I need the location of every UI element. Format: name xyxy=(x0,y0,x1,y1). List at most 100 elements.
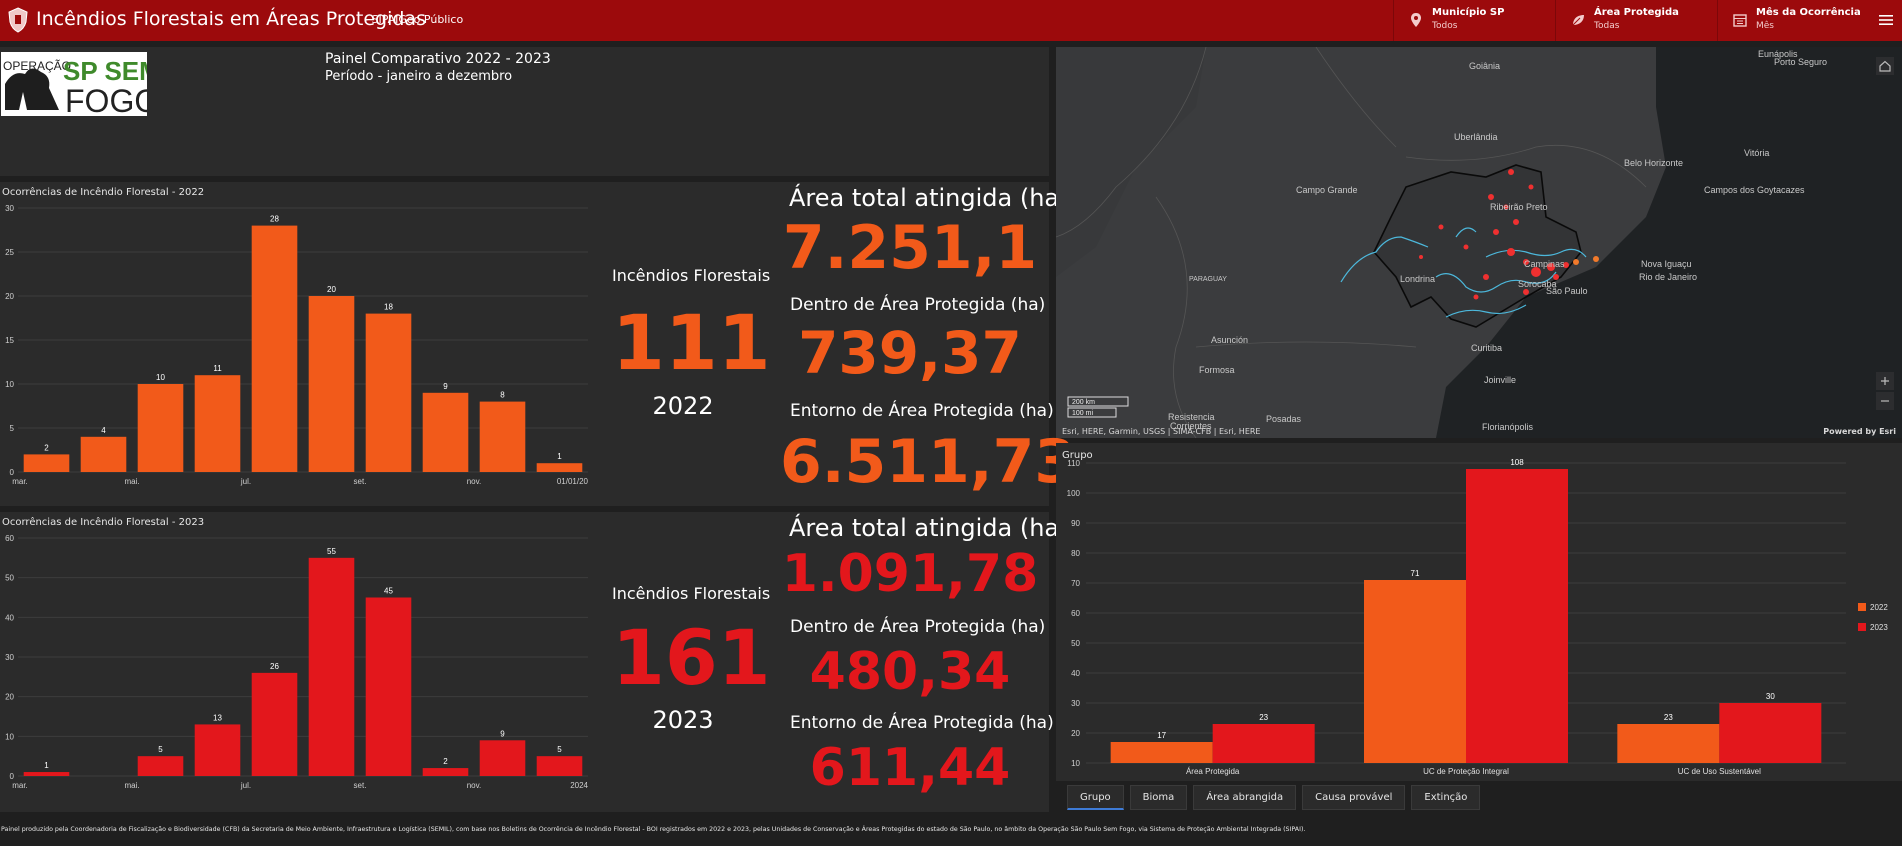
map-zoom-in-button[interactable] xyxy=(1876,372,1894,390)
grupo-bar-2022[interactable] xyxy=(1110,742,1213,763)
chart-2022-bar[interactable] xyxy=(80,436,127,472)
panel-title: Painel Comparativo 2022 - 2023 xyxy=(325,51,551,67)
kpi-2023-year: 2023 xyxy=(652,706,714,734)
chart-2022-bar-label: 4 xyxy=(101,426,106,435)
chart-2022-x-tick: mai. xyxy=(124,477,139,486)
map-label-porto-seguro: Porto Seguro xyxy=(1774,57,1827,67)
area-total-2022-label: Área total atingida (ha) xyxy=(789,184,1069,212)
filter-municipio[interactable]: Município SP Todos xyxy=(1393,0,1555,41)
chart-2022-x-tick: mar. xyxy=(12,477,28,486)
chart-2023-bar[interactable] xyxy=(365,597,412,777)
map-label-resistencia: Resistencia xyxy=(1168,412,1215,422)
map-powered-by[interactable]: Powered by Esri xyxy=(1823,427,1896,436)
basemap[interactable]: Goiânia Uberlândia Campo Grande Belo Hor… xyxy=(1056,47,1902,438)
chart-2023-y-tick: 20 xyxy=(5,693,14,702)
grupo-y-tick: 20 xyxy=(1071,729,1080,738)
chart-2022-bar[interactable] xyxy=(194,375,241,472)
grupo-bar-2022[interactable] xyxy=(1364,580,1466,763)
filter-mes-ocorrencia[interactable]: Mês da Ocorrência Mês xyxy=(1717,0,1871,41)
map-label-paraguay: PARAGUAY xyxy=(1189,276,1227,283)
chart-2022-y-tick: 25 xyxy=(5,248,14,257)
map-home-button[interactable] xyxy=(1876,57,1894,75)
legend-swatch-2022 xyxy=(1858,603,1866,611)
map-scale-mi: 100 mi xyxy=(1072,410,1093,417)
tab-grupo[interactable]: Grupo xyxy=(1067,785,1124,810)
chart-2022-bar[interactable] xyxy=(308,296,355,472)
map-view[interactable]: Goiânia Uberlândia Campo Grande Belo Hor… xyxy=(1056,47,1902,438)
chart-2022-bar[interactable] xyxy=(23,454,70,472)
chart-2022-bar[interactable] xyxy=(422,392,469,472)
chart-2023-bar[interactable] xyxy=(137,756,184,776)
chart-2022-y-tick: 10 xyxy=(5,380,14,389)
map-label-formosa: Formosa xyxy=(1199,365,1235,375)
map-label-campo-grande: Campo Grande xyxy=(1296,185,1358,195)
chart-2022-bar[interactable] xyxy=(536,463,583,472)
map-label-ribeirao-preto: Ribeirão Preto xyxy=(1490,202,1548,212)
map-zoom-out-button[interactable] xyxy=(1876,392,1894,410)
grupo-bar-2022[interactable] xyxy=(1617,724,1720,763)
map-scale-km: 200 km xyxy=(1072,399,1095,406)
chart-2023-bar[interactable] xyxy=(308,557,355,776)
home-icon xyxy=(1879,60,1891,72)
map-label-vitoria: Vitória xyxy=(1744,148,1769,158)
chart-2023-y-tick: 50 xyxy=(5,574,14,583)
intro-panel: OPERAÇÃO SP SEM FOGO Painel Comparativo … xyxy=(0,47,1049,176)
chart-2023-bar-label: 13 xyxy=(213,713,222,722)
row-2023: Ocorrências de Incêndio Florestal - 2023… xyxy=(0,512,1068,812)
chart-2023-bar[interactable] xyxy=(479,740,526,776)
chart-2023-bar[interactable] xyxy=(251,672,298,776)
tab-causa-provavel[interactable]: Causa provável xyxy=(1302,785,1406,810)
kpi-2022-year: 2022 xyxy=(652,392,714,420)
grupo-y-tick: 60 xyxy=(1071,609,1080,618)
chart-2022-bar[interactable] xyxy=(365,313,412,472)
grupo-chart: 10 20 30 40 50 60 70 80 90 100 110 17 23 Área Protegi… xyxy=(1067,458,1889,776)
zoom-out-icon xyxy=(1881,400,1889,402)
kpi-2023-label: Incêndios Florestais xyxy=(612,584,771,603)
hamburger-menu-icon[interactable] xyxy=(1878,12,1894,28)
app-header: Incêndios Florestais em Áreas Protegidas… xyxy=(0,0,1902,41)
chart-2022-bar-label: 1 xyxy=(557,452,562,461)
dentro-2022-value: 739,37 xyxy=(798,319,1022,387)
map-label-sao-paulo: São Paulo xyxy=(1546,286,1588,296)
chart-2022-bar[interactable] xyxy=(479,401,526,472)
svg-text:SP SEM: SP SEM xyxy=(63,56,147,86)
grupo-bar-label: 71 xyxy=(1411,569,1420,578)
legend-label-2023[interactable]: 2023 xyxy=(1870,623,1888,632)
chart-2022-bar[interactable] xyxy=(251,225,298,472)
grupo-bar-2023[interactable] xyxy=(1719,703,1822,763)
chart-2023-bar-label: 1 xyxy=(44,761,49,770)
grupo-bar-2023[interactable] xyxy=(1466,469,1568,763)
dentro-2022-label: Dentro de Área Protegida (ha) xyxy=(790,295,1046,315)
chart-2022-bar-label: 9 xyxy=(443,382,448,391)
chart-2023-bar[interactable] xyxy=(23,772,70,776)
chart-2023-bar[interactable] xyxy=(422,768,469,776)
row-2022: Ocorrências de Incêndio Florestal - 2022… xyxy=(0,182,1076,506)
filter-area-protegida[interactable]: Área Protegida Todas xyxy=(1555,0,1717,41)
footer-note: Painel produzido pela Coordenadoria de F… xyxy=(1,826,1306,833)
chart-2022: 0 5 10 15 20 25 30 2 4 10 11 28 20 18 9 8 1 mar. mai. jul. s… xyxy=(5,204,589,486)
grupo-bar-label: 30 xyxy=(1766,692,1775,701)
svg-text:FOGO: FOGO xyxy=(65,83,147,116)
map-scale-bar: 200 km 100 mi xyxy=(1067,396,1129,418)
state-coat-of-arms-icon xyxy=(8,7,28,33)
tab-extincao[interactable]: Extinção xyxy=(1411,785,1481,810)
filter-mes-value: Mês xyxy=(1756,21,1774,31)
chart-2023-bar-label: 5 xyxy=(158,745,163,754)
grupo-bar-2023[interactable] xyxy=(1212,724,1315,763)
chart-2023-bar[interactable] xyxy=(536,756,583,776)
chart-2023-x-tick: set. xyxy=(354,781,367,790)
tab-bioma[interactable]: Bioma xyxy=(1129,785,1188,810)
tab-area-abrangida[interactable]: Área abrangida xyxy=(1193,785,1297,810)
map-label-posadas: Posadas xyxy=(1266,414,1302,424)
grupo-y-tick: 30 xyxy=(1071,699,1080,708)
grupo-bar-label: 23 xyxy=(1259,713,1268,722)
grupo-bar-label: 17 xyxy=(1157,731,1166,740)
filter-mes-label: Mês da Ocorrência xyxy=(1756,7,1861,18)
chart-2023-bar[interactable] xyxy=(194,724,241,776)
legend-label-2022[interactable]: 2022 xyxy=(1870,603,1888,612)
grupo-category-label: UC de Uso Sustentável xyxy=(1678,767,1761,776)
chart-2022-x-tick: 01/01/20 xyxy=(557,477,589,486)
chart-2023-bar-label: 55 xyxy=(327,547,336,556)
chart-2022-bar[interactable] xyxy=(137,384,184,472)
chart-2023: 0 10 20 30 40 50 60 1 5 13 26 55 45 2 9 5 mar. mai. jul. se… xyxy=(5,534,588,790)
